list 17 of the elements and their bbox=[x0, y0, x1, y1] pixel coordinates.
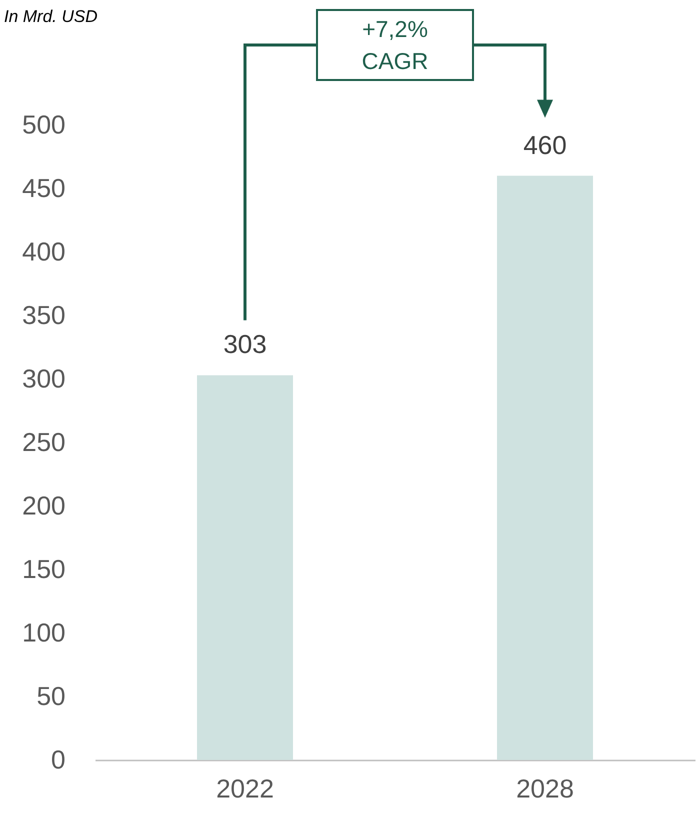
y-tick-label: 500 bbox=[22, 110, 66, 140]
y-tick-label: 450 bbox=[22, 173, 66, 203]
data-label: 460 bbox=[523, 130, 567, 160]
y-tick-label: 250 bbox=[22, 427, 66, 457]
y-tick-label: 100 bbox=[22, 618, 66, 648]
x-tick-label: 2028 bbox=[516, 774, 574, 804]
y-tick-label: 300 bbox=[22, 364, 66, 394]
y-tick-label: 200 bbox=[22, 490, 66, 520]
x-tick-label: 2022 bbox=[216, 774, 274, 804]
data-label: 303 bbox=[223, 329, 267, 360]
y-tick-label: 350 bbox=[22, 300, 66, 330]
text: +7,2% CAGR bbox=[362, 16, 428, 74]
text: In Mrd. USD bbox=[4, 7, 98, 26]
y-tick-label: 0 bbox=[51, 744, 66, 774]
y-tick-label: 400 bbox=[22, 236, 66, 266]
y-tick-label: 50 bbox=[36, 681, 66, 711]
y-tick-label: 150 bbox=[22, 554, 66, 584]
